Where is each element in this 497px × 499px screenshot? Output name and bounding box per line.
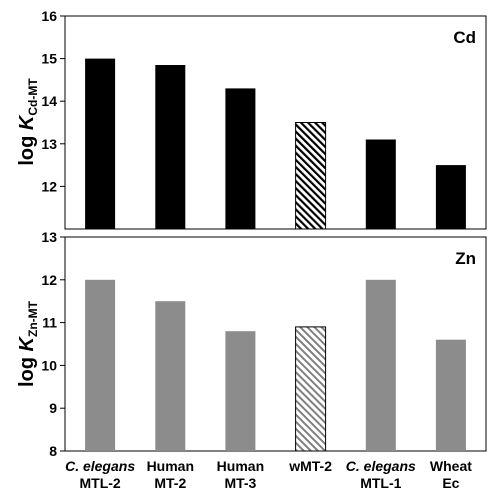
zn-y-axis-label: log KZn-MT: [16, 300, 40, 387]
zn-bar-2: [155, 301, 186, 451]
cd-y-axis-label: log KCd-MT: [16, 78, 40, 166]
zn-y-tick-11: 11: [42, 315, 57, 331]
zn-y-ticks: 8 9 10 11 12 13: [41, 229, 65, 459]
zn-y-tick-8: 8: [49, 443, 57, 459]
cd-bars: [85, 58, 466, 230]
cd-bar-5: [365, 139, 396, 229]
zn-bar-5: [365, 279, 396, 451]
cd-bar-3: [225, 88, 256, 230]
zn-y-axis-label-subscript: Zn-MT: [26, 300, 40, 337]
zn-y-tick-9: 9: [49, 400, 57, 416]
zn-y-tick-12: 12: [41, 272, 57, 288]
zn-plot-frame: [64, 236, 487, 452]
cd-y-tick-15: 15: [41, 51, 57, 67]
cd-y-ticks: 12 13 14 15 16: [41, 8, 65, 194]
zn-panel: Zn 8 9 10 11 12 13 log KZn-MT: [16, 229, 487, 459]
cd-y-axis-label-prefix: log: [16, 130, 38, 166]
x-label-2-line2: MT-2: [154, 475, 186, 491]
cd-bar-1: [85, 58, 116, 229]
zn-y-tick-13: 13: [41, 229, 57, 245]
zn-bar-1: [85, 279, 116, 451]
cd-y-tick-12: 12: [41, 178, 57, 194]
cd-panel-label: Cd: [453, 28, 476, 47]
zn-bar-4: [295, 326, 327, 452]
x-label-1-line1: C. elegans: [65, 458, 135, 474]
x-label-1-line2: MTL-2: [79, 475, 120, 491]
x-label-5-line1: C. elegans: [346, 458, 416, 474]
zn-y-axis-label-symbol: K: [16, 335, 38, 351]
cd-bar-6: [435, 165, 466, 229]
zn-panel-label: Zn: [455, 249, 476, 268]
cd-bar-4: [295, 122, 327, 230]
x-label-4-line1: wMT-2: [288, 458, 332, 474]
cd-panel: Cd 12 13 14 15 16 log KCd-MT: [16, 8, 487, 230]
cd-y-tick-16: 16: [41, 8, 57, 24]
cd-plot-frame: [64, 15, 487, 230]
cd-y-axis-label-subscript: Cd-MT: [26, 78, 40, 116]
x-label-2-line1: Human: [147, 458, 194, 474]
zn-y-axis-label-prefix: log: [16, 351, 38, 387]
x-label-5-line2: MTL-1: [360, 475, 401, 491]
cd-y-axis-label-symbol: K: [16, 114, 38, 130]
cd-y-tick-14: 14: [41, 93, 57, 109]
zn-bars: [85, 279, 466, 452]
cd-bar-2: [155, 65, 186, 229]
zn-bar-6: [435, 339, 466, 451]
x-label-6-line2: Ec: [442, 475, 459, 491]
x-label-3-line2: MT-3: [224, 475, 256, 491]
x-label-6-line1: Wheat: [430, 458, 472, 474]
zn-bar-3: [225, 331, 256, 451]
zn-y-tick-10: 10: [41, 357, 57, 373]
x-label-3-line1: Human: [217, 458, 264, 474]
cd-y-tick-13: 13: [41, 136, 57, 152]
